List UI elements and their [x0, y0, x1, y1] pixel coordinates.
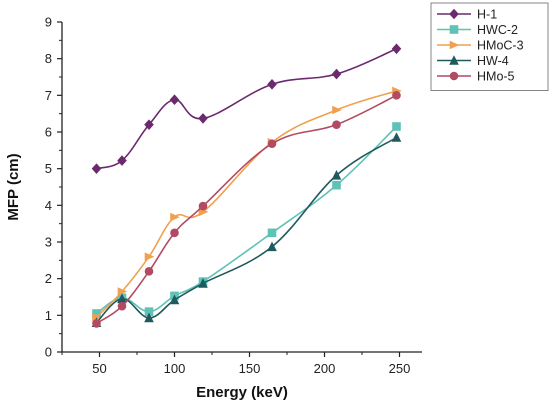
series-HMo-5: [92, 91, 401, 328]
legend-marker: [449, 8, 459, 20]
legend-label: HMoC-3: [477, 39, 524, 53]
data-point: [144, 307, 154, 316]
data-point: [117, 287, 128, 296]
x-tick-label: 200: [314, 361, 336, 376]
series-H-1: [91, 43, 402, 174]
data-point: [392, 91, 401, 100]
data-point: [117, 293, 127, 304]
legend-item: H-1: [437, 8, 497, 22]
axes: 0 1 2 3 4 5 6 7 8 9 50 100 150 200 250: [45, 15, 422, 376]
x-tick-label: 100: [164, 361, 186, 376]
data-point: [91, 163, 102, 174]
y-tick-label: 4: [45, 198, 52, 213]
data-point: [198, 278, 208, 288]
legend-label: HMo-5: [477, 70, 515, 84]
series-line: [96, 125, 398, 315]
legend-marker: [449, 25, 459, 34]
data-point: [332, 120, 341, 129]
data-point: [170, 212, 180, 222]
data-point: [198, 201, 208, 211]
data-point: [391, 43, 402, 55]
data-point: [144, 267, 154, 276]
x-tick-label: 150: [239, 361, 261, 376]
legend-marker: [449, 71, 459, 81]
data-point: [170, 228, 179, 238]
data-point: [267, 241, 277, 252]
data-point: [117, 301, 127, 311]
data-point: [267, 228, 277, 238]
y-tick-label: 2: [45, 271, 52, 286]
legend-marker: [449, 40, 460, 50]
data-point: [332, 180, 341, 190]
data-point: [169, 294, 180, 305]
data-point: [169, 94, 180, 106]
legend-marker: [449, 55, 459, 65]
x-tick-label: 250: [389, 361, 411, 376]
y-tick-label: 5: [45, 161, 52, 176]
y-axis-title: MFP (cm): [5, 153, 22, 220]
data-point: [391, 132, 402, 142]
x-axis-title: Energy (keV): [196, 384, 288, 401]
data-point: [144, 312, 154, 323]
data-point: [332, 105, 342, 115]
data-point: [198, 113, 208, 124]
y-tick-label: 6: [45, 125, 52, 140]
y-tick-label: 8: [45, 51, 52, 66]
data-point: [144, 252, 155, 261]
y-tick-label: 1: [45, 308, 52, 323]
y-tick-label: 7: [45, 88, 52, 103]
series-HW-4: [91, 132, 402, 327]
data-point: [92, 319, 101, 328]
series-line: [95, 136, 397, 324]
data-point: [92, 312, 102, 322]
data-point: [392, 122, 401, 131]
legend-item: HW-4: [437, 54, 509, 68]
series-line: [96, 94, 397, 325]
y-tick-label: 0: [45, 345, 52, 360]
legend-item: HWC-2: [437, 23, 518, 37]
data-point: [331, 68, 342, 80]
legend-item: HMo-5: [437, 70, 515, 84]
y-tick-label: 3: [45, 235, 52, 250]
legend-item: HMoC-3: [437, 39, 524, 53]
series-HWC-2: [92, 122, 401, 318]
x-tick-label: 50: [92, 361, 106, 376]
legend-label: H-1: [477, 8, 497, 22]
data-point: [117, 155, 127, 166]
data-point: [267, 139, 277, 149]
data-point: [92, 309, 101, 318]
data-point: [331, 169, 342, 180]
data-point: [267, 79, 277, 90]
legend-label: HWC-2: [477, 23, 518, 37]
series-group: [91, 43, 402, 328]
series-line: [96, 48, 397, 170]
y-tick-label: 9: [45, 15, 52, 30]
legend-label: HW-4: [477, 54, 509, 68]
data-point: [144, 119, 154, 130]
